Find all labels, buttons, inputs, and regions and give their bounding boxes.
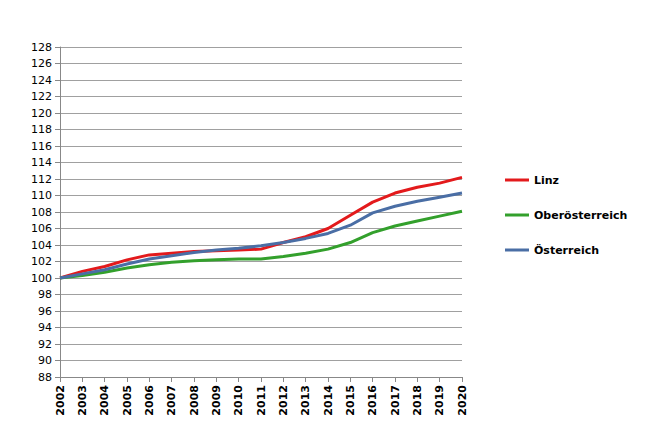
svg-text:92: 92 — [38, 338, 52, 351]
svg-text:2003: 2003 — [76, 385, 89, 416]
svg-text:2011: 2011 — [255, 385, 268, 416]
svg-text:124: 124 — [31, 74, 52, 87]
svg-text:128: 128 — [31, 41, 52, 54]
svg-text:90: 90 — [38, 354, 52, 367]
svg-text:2009: 2009 — [210, 385, 223, 416]
svg-text:106: 106 — [31, 222, 52, 235]
svg-text:2019: 2019 — [433, 385, 446, 416]
svg-text:2006: 2006 — [143, 385, 156, 416]
svg-text:2013: 2013 — [299, 385, 312, 416]
svg-text:104: 104 — [31, 239, 52, 252]
svg-text:88: 88 — [38, 371, 52, 384]
svg-text:2018: 2018 — [411, 385, 424, 416]
svg-text:2020: 2020 — [456, 385, 469, 416]
svg-text:2007: 2007 — [165, 385, 178, 416]
svg-text:116: 116 — [31, 140, 52, 153]
svg-text:Linz: Linz — [534, 174, 559, 187]
svg-text:94: 94 — [38, 321, 52, 334]
svg-text:108: 108 — [31, 206, 52, 219]
svg-text:2016: 2016 — [366, 385, 379, 416]
svg-text:2014: 2014 — [322, 385, 335, 416]
svg-text:2017: 2017 — [389, 385, 402, 416]
svg-text:118: 118 — [31, 123, 52, 136]
svg-text:Österreich: Österreich — [534, 243, 599, 257]
svg-text:122: 122 — [31, 90, 52, 103]
svg-text:2005: 2005 — [121, 385, 134, 416]
svg-text:2010: 2010 — [232, 385, 245, 416]
svg-text:126: 126 — [31, 57, 52, 70]
svg-text:2015: 2015 — [344, 385, 357, 416]
svg-text:114: 114 — [31, 156, 52, 169]
svg-text:2012: 2012 — [277, 385, 290, 416]
svg-text:102: 102 — [31, 255, 52, 268]
svg-text:Oberösterreich: Oberösterreich — [534, 209, 627, 222]
svg-text:120: 120 — [31, 107, 52, 120]
svg-text:2004: 2004 — [98, 385, 111, 416]
svg-text:2002: 2002 — [54, 385, 67, 416]
svg-text:98: 98 — [38, 288, 52, 301]
svg-text:2008: 2008 — [188, 385, 201, 416]
svg-text:100: 100 — [31, 272, 52, 285]
svg-text:96: 96 — [38, 305, 52, 318]
svg-text:110: 110 — [31, 189, 52, 202]
svg-text:112: 112 — [31, 173, 52, 186]
